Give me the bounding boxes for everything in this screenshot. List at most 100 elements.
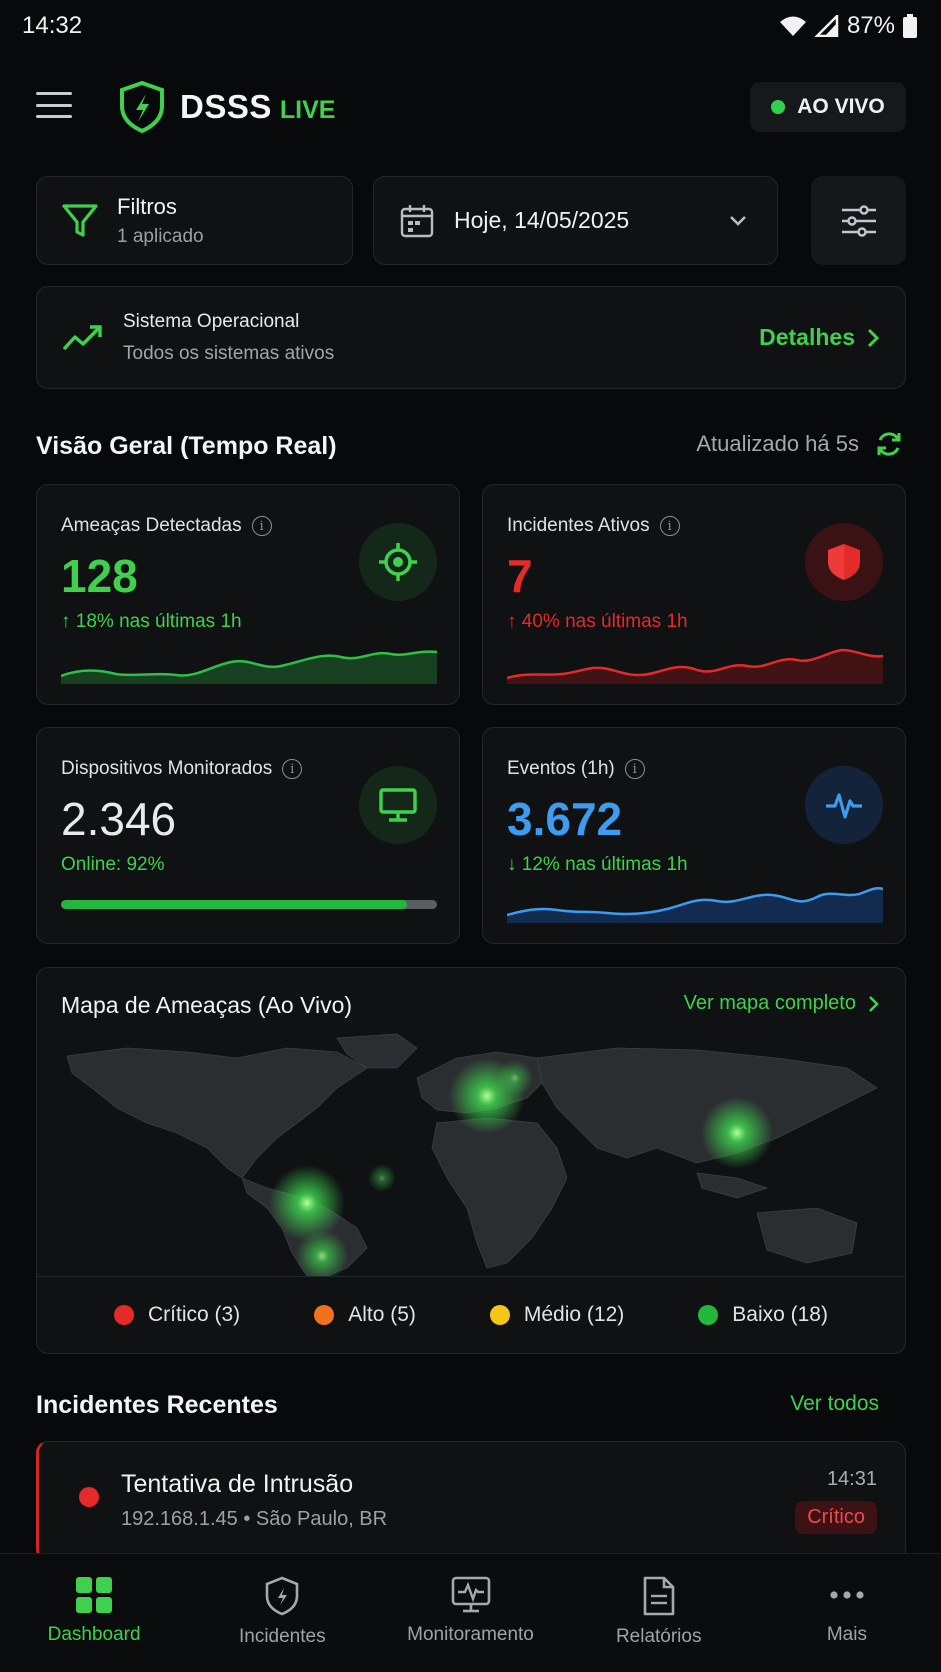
chevron-right-icon: [867, 328, 879, 347]
bottom-navigation: Dashboard Incidentes Monitoramento Relat…: [0, 1553, 941, 1672]
brand-name: DSSS: [180, 88, 272, 125]
legend-item[interactable]: Alto (5): [314, 1303, 416, 1327]
severity-badge: Crítico: [795, 1501, 877, 1534]
settings-button[interactable]: [811, 176, 906, 265]
legend-dot: [314, 1305, 335, 1325]
nav-label: Incidentes: [238, 1626, 326, 1647]
chevron-down-icon: [730, 215, 746, 226]
shield-logo-icon: [120, 80, 164, 134]
nav-dashboard[interactable]: Dashboard: [0, 1554, 188, 1672]
nav-label: Dashboard: [47, 1624, 141, 1645]
nav-label: Monitoramento: [407, 1624, 534, 1645]
threats-value: 128: [61, 550, 138, 602]
incident-title: Tentativa de Intrusão: [121, 1470, 354, 1498]
overview-title: Visão Geral (Tempo Real): [36, 432, 337, 460]
filters-subtitle: 1 aplicado: [117, 225, 204, 247]
devices-value: 2.346: [61, 793, 177, 845]
threats-sparkline: [61, 650, 437, 684]
date-picker[interactable]: Hoje, 14/05/2025: [373, 176, 778, 265]
monitor-pulse-icon: [451, 1576, 490, 1613]
updated-text: Atualizado há 5s: [696, 431, 859, 456]
devices-card[interactable]: Dispositivos Monitorados i 2.346 Online: …: [36, 727, 460, 944]
details-label: Detalhes: [759, 324, 855, 350]
shield-icon: [265, 1576, 299, 1616]
status-icons: 87%: [779, 12, 917, 40]
view-full-map-label: Ver mapa completo: [683, 992, 856, 1014]
live-indicator[interactable]: AO VIVO: [750, 82, 906, 132]
info-icon[interactable]: i: [282, 759, 303, 779]
chevron-right-icon: [869, 995, 879, 1012]
incidents-value: 7: [507, 550, 533, 602]
view-full-map-link[interactable]: Ver mapa completo: [684, 992, 879, 1015]
info-icon[interactable]: i: [624, 759, 645, 779]
incidents-change-text: 40% nas últimas 1h: [521, 611, 688, 632]
brand-suffix: LIVE: [279, 96, 336, 124]
threats-change-text: 18% nas últimas 1h: [75, 611, 242, 632]
incident-subtitle: 192.168.1.45 • São Paulo, BR: [121, 1508, 388, 1530]
devices-online: Online: 92%: [61, 854, 165, 875]
info-icon[interactable]: i: [659, 516, 680, 536]
pulse-icon-badge: [805, 766, 883, 844]
incident-time: 14:31: [826, 1468, 877, 1490]
details-link[interactable]: Detalhes: [759, 324, 879, 351]
incidents-card[interactable]: Incidentes Ativos i 7 ↑ 40% nas últimas 1…: [482, 484, 906, 705]
nav-incidents[interactable]: Incidentes: [188, 1554, 376, 1672]
signal-icon: [814, 15, 839, 37]
target-icon: [379, 543, 417, 581]
system-subtitle: Todos os sistemas ativos: [123, 342, 335, 364]
map-title: Mapa de Ameaças (Ao Vivo): [61, 992, 353, 1018]
wifi-icon: [779, 16, 806, 36]
severity-dot: [79, 1487, 99, 1507]
threats-card[interactable]: Ameaças Detectadas i 128 ↑ 18% nas última…: [36, 484, 460, 705]
world-map[interactable]: [37, 1028, 906, 1276]
nav-monitoring[interactable]: Monitoramento: [376, 1554, 564, 1672]
incidents-sparkline: [507, 648, 883, 684]
trend-up-icon: [62, 324, 102, 350]
system-status-card[interactable]: Sistema Operacional Todos os sistemas at…: [36, 286, 906, 389]
events-card[interactable]: Eventos (1h) i 3.672 ↓ 12% nas últimas 1h: [482, 727, 906, 944]
shield-icon-badge: [805, 523, 883, 601]
live-dot: [771, 100, 786, 114]
nav-label: Relatórios: [615, 1626, 702, 1647]
legend-label: Baixo (18): [732, 1303, 828, 1326]
nav-label: Mais: [826, 1624, 867, 1645]
filter-icon: [62, 203, 98, 237]
events-sparkline: [507, 886, 883, 923]
devices-online-fill: [61, 900, 407, 909]
legend-label: Alto (5): [348, 1303, 416, 1326]
legend-dot: [698, 1305, 719, 1325]
legend-dot: [489, 1305, 510, 1325]
incidents-label: Incidentes Ativos: [507, 515, 650, 536]
events-change-text: 12% nas últimas 1h: [521, 854, 688, 875]
battery-percent: 87%: [846, 12, 895, 39]
incidents-change: ↑ 40% nas últimas 1h: [507, 611, 688, 632]
devices-label: Dispositivos Monitorados: [61, 758, 273, 779]
menu-button[interactable]: [36, 92, 72, 118]
events-change: ↓ 12% nas últimas 1h: [507, 854, 688, 875]
incident-row[interactable]: Tentativa de Intrusão 192.168.1.45 • São…: [36, 1441, 906, 1561]
system-title: Sistema Operacional: [123, 310, 300, 332]
document-icon: [643, 1576, 675, 1616]
legend-item[interactable]: Crítico (3): [114, 1303, 240, 1327]
info-icon[interactable]: i: [251, 516, 272, 536]
more-icon: [830, 1591, 864, 1599]
filters-button[interactable]: Filtros 1 aplicado: [36, 176, 353, 265]
nav-reports[interactable]: Relatórios: [565, 1554, 753, 1672]
legend-item[interactable]: Médio (12): [489, 1303, 624, 1327]
updated-indicator: Atualizado há 5s: [696, 430, 903, 458]
legend-item[interactable]: Baixo (18): [698, 1303, 828, 1327]
legend-dot: [114, 1305, 134, 1325]
legend-label: Crítico (3): [148, 1303, 241, 1326]
threat-map-card: Mapa de Ameaças (Ao Vivo) Ver mapa compl…: [36, 967, 906, 1354]
view-all-link[interactable]: Ver todos: [790, 1392, 879, 1415]
live-label: AO VIVO: [797, 95, 885, 118]
refresh-icon[interactable]: [875, 430, 903, 458]
status-time: 14:32: [22, 12, 83, 39]
devices-online-bar: [61, 900, 437, 909]
events-label: Eventos (1h): [507, 758, 615, 779]
map-legend: Crítico (3) Alto (5) Médio (12) Baixo (18): [37, 1276, 905, 1353]
nav-more[interactable]: Mais: [753, 1554, 941, 1672]
monitor-icon: [379, 788, 417, 822]
recent-incidents-title: Incidentes Recentes: [36, 1391, 278, 1419]
devices-label-row: Dispositivos Monitorados i: [61, 758, 303, 780]
